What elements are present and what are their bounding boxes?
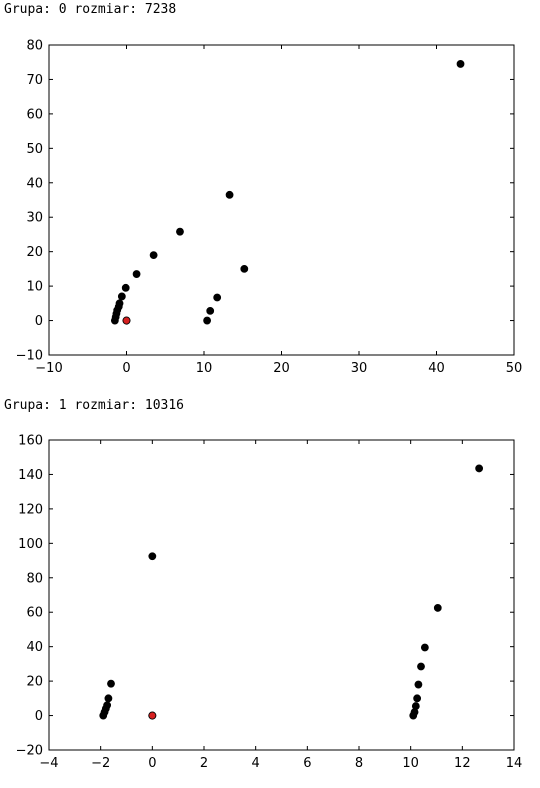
scatter-point xyxy=(413,694,422,703)
y-tick-label: 40 xyxy=(26,176,43,191)
x-tick-label: −10 xyxy=(35,361,62,376)
x-tick-label: 14 xyxy=(506,756,523,771)
scatter-point xyxy=(149,251,158,260)
scatter-point xyxy=(213,293,222,302)
x-tick-label: 0 xyxy=(122,361,130,376)
x-tick-label: 20 xyxy=(273,361,290,376)
scatter-point xyxy=(121,283,130,292)
group-1-caption: Grupa: 1 rozmiar: 10316 xyxy=(4,398,185,413)
scatter-point xyxy=(176,227,184,236)
scatter-plot-group-0: −10 0 10 20 30 40 50 −10 0 10 20 30 40 50 60 70 80 xyxy=(16,39,523,377)
scatter-point xyxy=(456,60,465,68)
scatter-point xyxy=(117,292,126,301)
scatter-point xyxy=(206,307,215,315)
y-tick-label: −10 xyxy=(16,349,43,364)
y-tick-label: 50 xyxy=(26,142,43,157)
scatter-point xyxy=(411,702,420,710)
scatter-point xyxy=(115,299,124,308)
scatter-point xyxy=(240,264,249,273)
x-tick-label: 8 xyxy=(355,756,363,771)
x-tick-label: 4 xyxy=(252,756,260,771)
x-tick-label: 10 xyxy=(402,756,419,771)
x-tick-label: 0 xyxy=(148,756,156,771)
y-tick-label: 10 xyxy=(26,280,43,295)
x-tick-label: 6 xyxy=(303,756,311,771)
scatter-point xyxy=(417,662,425,671)
centroid-point xyxy=(148,711,157,720)
scatter-point xyxy=(414,680,423,689)
plot-frame xyxy=(48,439,515,751)
y-tick-label: 120 xyxy=(18,502,43,517)
y-tick-label: 0 xyxy=(35,709,43,724)
y-tick-label: 20 xyxy=(26,245,43,260)
x-tick-label: 30 xyxy=(351,361,368,376)
x-tick-label: 12 xyxy=(454,756,471,771)
centroid-point xyxy=(122,316,131,325)
y-tick-label: 30 xyxy=(26,211,43,226)
y-tick-label: 0 xyxy=(35,314,43,329)
y-tick-label: 80 xyxy=(26,571,43,586)
y-tick-label: 160 xyxy=(18,434,43,449)
x-tick-label: 50 xyxy=(506,361,523,376)
scatter-point xyxy=(132,270,141,278)
x-tick-label: 40 xyxy=(428,361,445,376)
y-tick-label: 20 xyxy=(26,675,43,690)
y-tick-label: 60 xyxy=(26,606,43,621)
scatter-point xyxy=(148,552,157,561)
x-tick-label: 2 xyxy=(200,756,208,771)
x-tick-label: −2 xyxy=(91,756,110,771)
y-tick-label: 40 xyxy=(26,640,43,655)
y-tick-label: −20 xyxy=(16,744,43,759)
scatter-point xyxy=(103,701,112,710)
group-0-caption: Grupa: 0 rozmiar: 7238 xyxy=(4,2,177,17)
scatter-point xyxy=(203,316,211,325)
y-tick-label: 60 xyxy=(26,107,43,122)
x-tick-label: 10 xyxy=(196,361,213,376)
y-tick-label: 80 xyxy=(26,39,43,54)
scatter-point xyxy=(475,464,484,473)
y-tick-label: 140 xyxy=(18,468,43,483)
scatter-point xyxy=(104,694,113,703)
scatter-point xyxy=(107,679,115,688)
y-tick-label: 100 xyxy=(18,537,43,552)
y-tick-label: 70 xyxy=(26,73,43,88)
scatter-point xyxy=(420,643,429,652)
scatter-point xyxy=(433,604,442,612)
x-tick-label: −4 xyxy=(39,756,58,771)
scatter-point xyxy=(225,190,234,199)
